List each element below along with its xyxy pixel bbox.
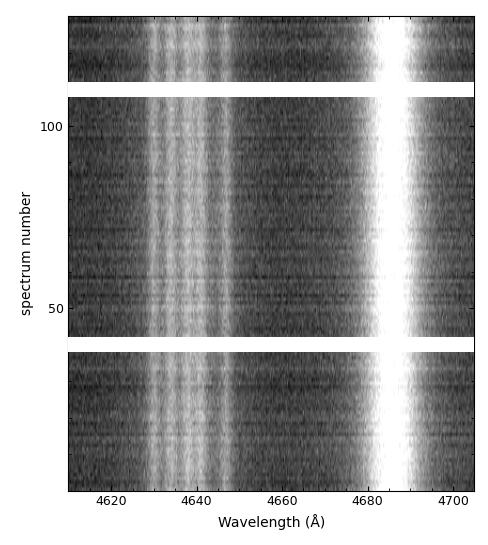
Y-axis label: spectrum number: spectrum number xyxy=(20,191,34,316)
Bar xyxy=(68,337,473,352)
X-axis label: Wavelength (Å): Wavelength (Å) xyxy=(217,514,325,530)
Bar xyxy=(68,82,473,96)
